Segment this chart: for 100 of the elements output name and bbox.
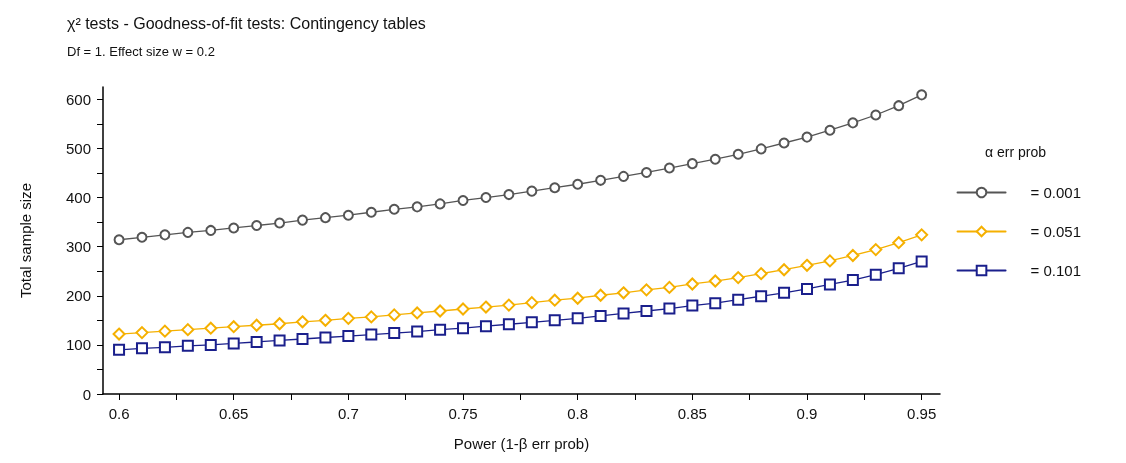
point [685,277,699,291]
y-axis-title: Total sample size [17,182,34,299]
point [732,148,744,160]
point [686,299,699,312]
point [801,282,813,295]
point [892,236,906,250]
point [457,194,469,206]
point [274,217,286,229]
point [479,300,493,314]
point [296,332,309,345]
chart-subtitle: Df = 1. Effect size w = 0.2 [67,44,215,59]
point [205,224,217,236]
point [549,182,561,194]
x-tick-label: 0.7 [337,405,359,422]
point [708,274,722,288]
point [800,258,814,272]
point [503,189,515,201]
point [823,278,836,291]
point [434,198,446,210]
point [158,341,171,354]
y-tick-label: 0 [82,385,91,403]
point [732,293,745,306]
x-tick-label: 0.85 [677,405,707,422]
point [548,293,562,307]
point [663,162,675,174]
point [915,228,929,242]
point [640,304,653,317]
point [916,89,928,101]
point [662,280,676,294]
x-tick-label: 0.6 [108,405,130,422]
point [525,296,539,310]
point [594,309,607,322]
y-tick-label: 200 [65,287,91,305]
point [571,312,584,325]
point [434,323,447,336]
point [480,192,492,204]
point [182,226,194,238]
point [893,100,905,112]
point [892,262,905,275]
point [824,124,836,136]
point [342,209,354,221]
point [273,317,287,331]
y-tick-label: 400 [65,189,91,207]
point [594,288,608,302]
point [135,342,148,355]
point [755,143,767,155]
point [869,243,883,257]
point [755,290,768,303]
y-tick-label: 100 [65,336,91,354]
x-axis-title: Power (1-β err prob) [453,435,590,452]
point [388,327,401,340]
x-tick-label: 0.9 [796,405,818,422]
chart-title: χ² tests - Goodness-of-fit tests: Contingency tables [67,14,426,32]
point [411,201,423,213]
point [526,185,538,197]
point [778,137,790,149]
point [640,166,652,178]
point [731,271,745,285]
point [456,302,470,316]
point [250,335,263,348]
legend-title: α err prob [985,144,1047,160]
point [342,330,355,343]
point [181,323,195,337]
point [617,286,631,300]
point [639,283,653,297]
point [686,158,698,170]
point [365,206,377,218]
legend-label: = 0.001 [1030,184,1081,201]
point [159,229,171,241]
point [915,255,928,268]
point [778,286,791,299]
point [709,297,722,310]
point [617,307,630,320]
legend-label: = 0.051 [1030,223,1081,240]
point [113,234,125,246]
point [709,153,721,165]
y-tick-label: 300 [65,238,91,256]
point [502,318,515,331]
x-tick-label: 0.8 [567,405,589,422]
legend-label: = 0.101 [1030,262,1081,279]
y-tick-label: 600 [65,90,91,108]
point [479,320,492,333]
point [548,314,561,327]
point [136,231,148,243]
point [364,310,378,324]
point [847,117,859,129]
point [365,328,378,341]
point [502,298,516,312]
point [801,131,813,143]
point [595,174,607,186]
point [158,324,172,338]
point [181,339,194,352]
point [846,274,859,287]
y-tick-label: 500 [65,139,91,157]
point [663,302,676,315]
point [318,313,332,327]
point [457,322,470,335]
point [204,321,218,335]
point [525,316,538,329]
point [571,291,585,305]
